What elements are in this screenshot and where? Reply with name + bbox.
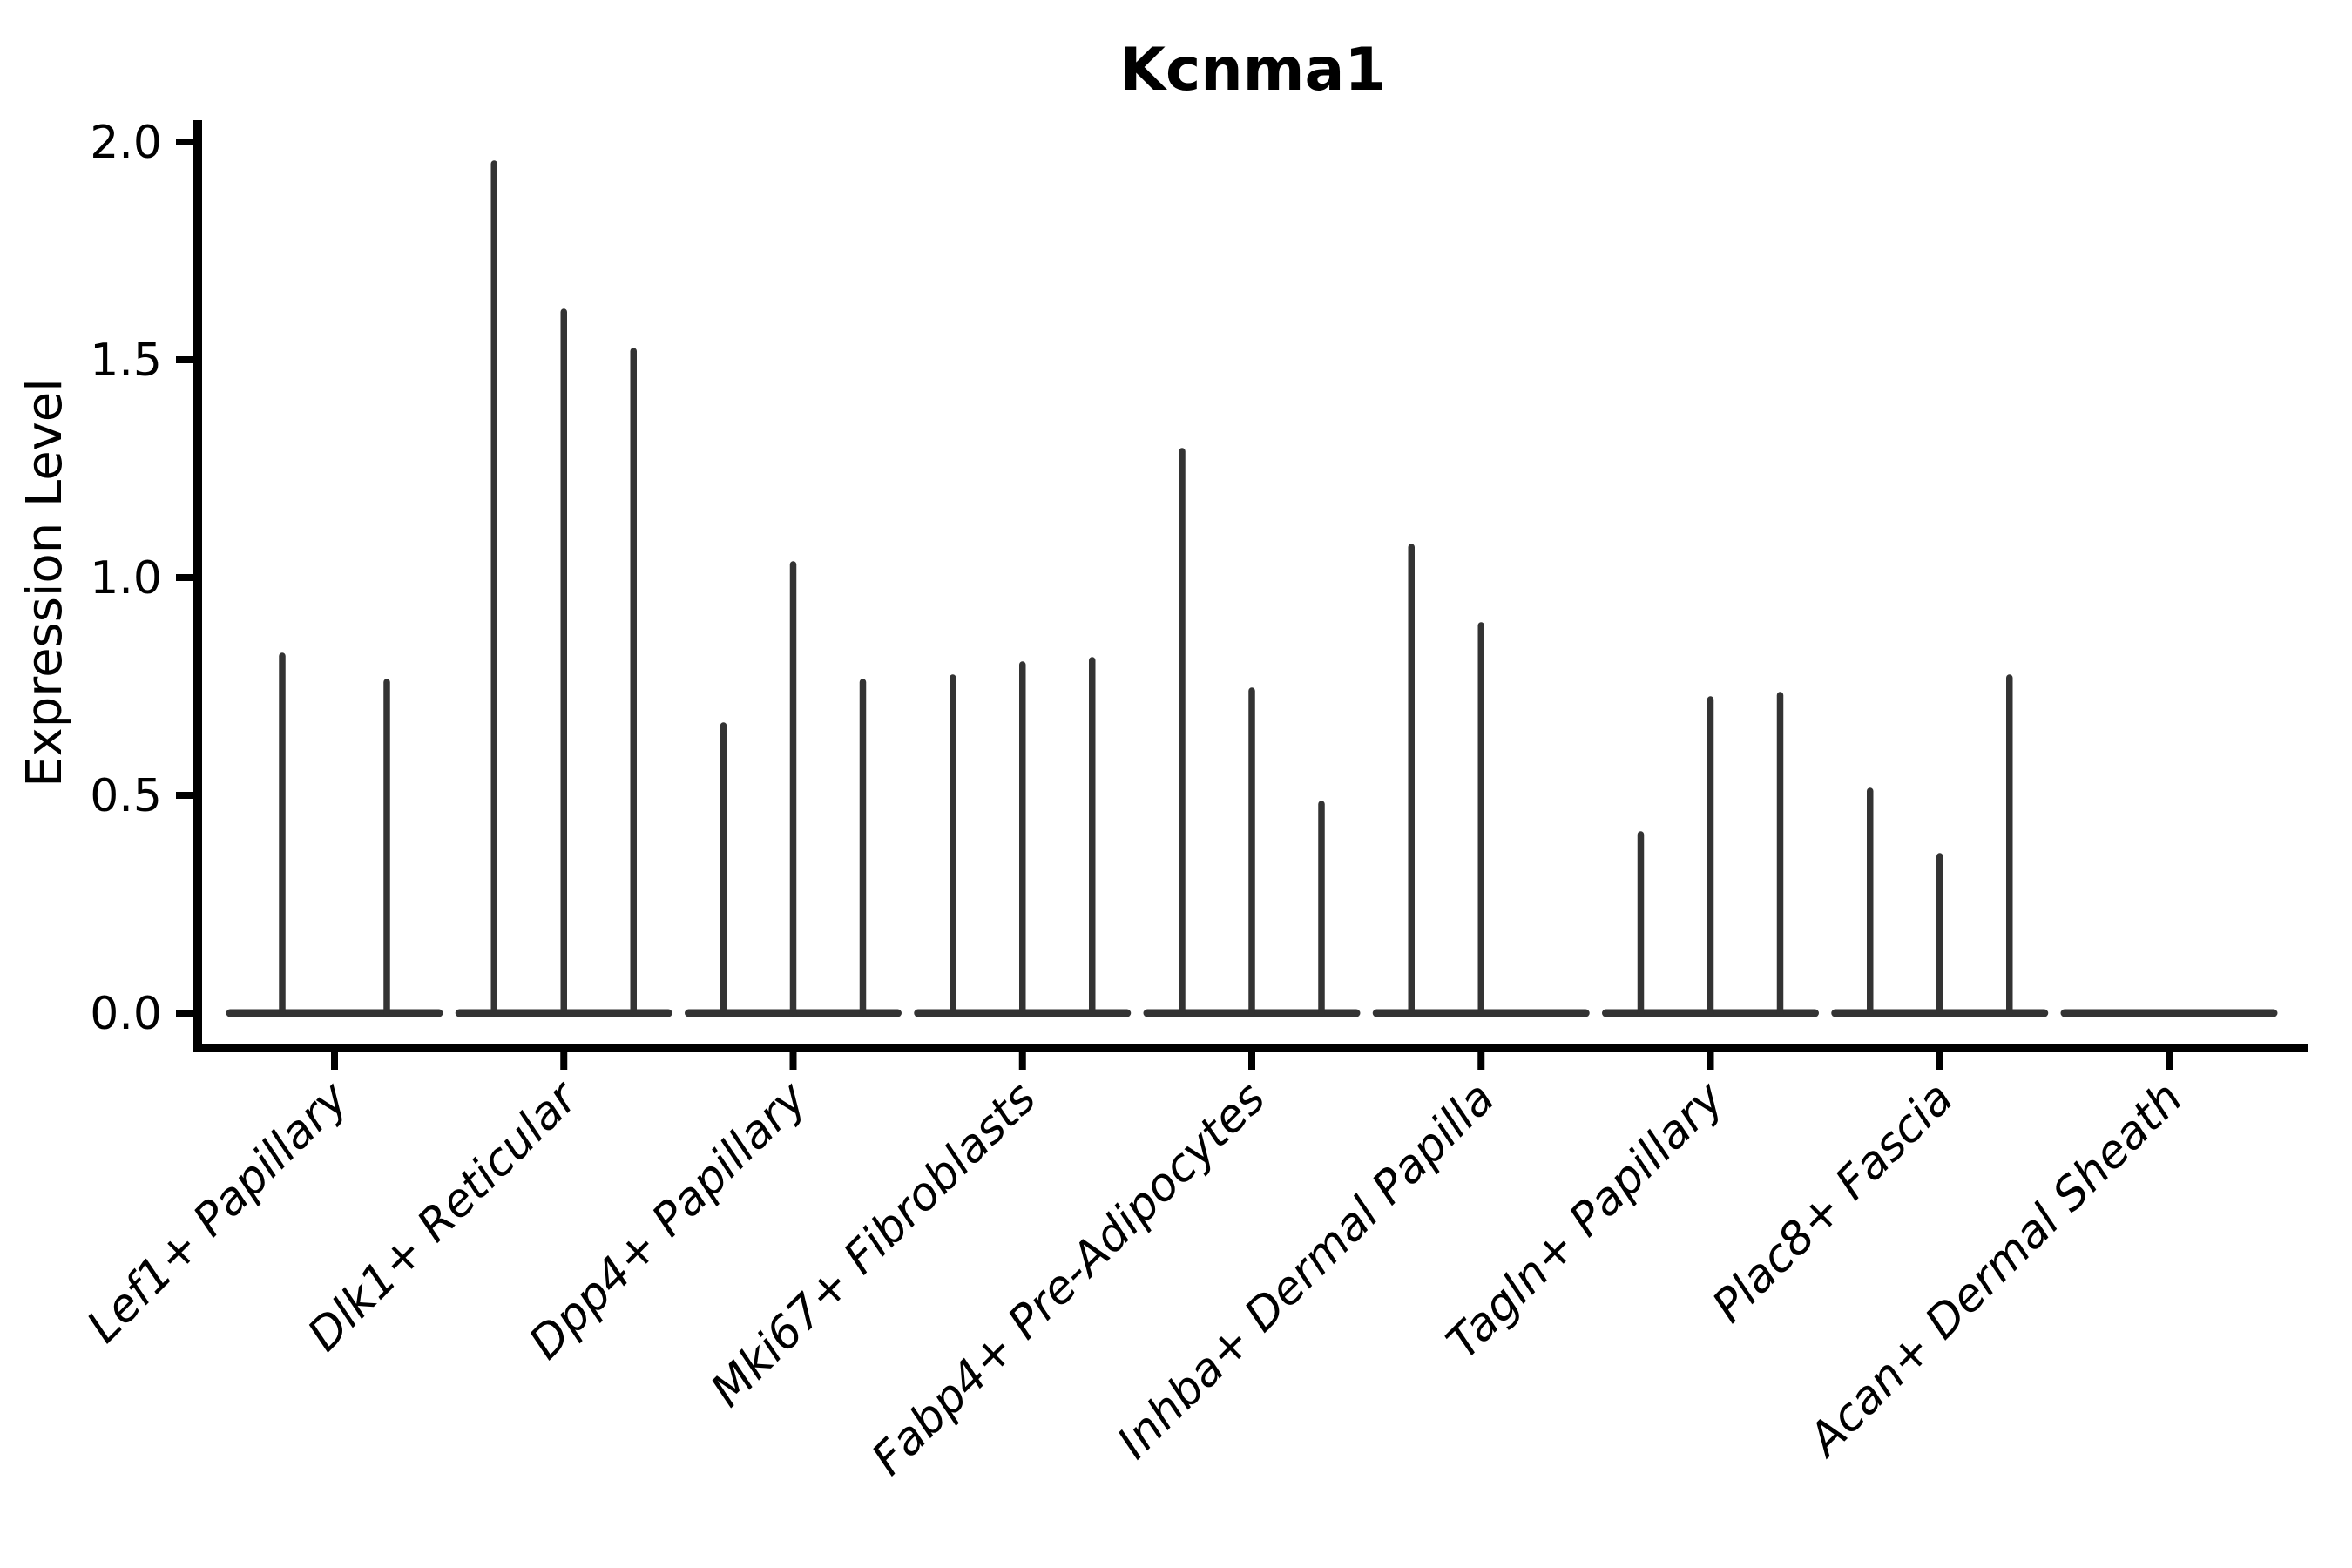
y-tick-label: 1.0: [90, 552, 162, 605]
violin-group: [1602, 692, 1819, 1017]
x-tick-label: Acan+ Dermal Sheath: [1797, 1072, 2193, 1468]
violins: [226, 160, 2278, 1017]
y-tick-label: 1.5: [90, 335, 162, 387]
y-tick-label: 0.5: [90, 770, 162, 822]
y-axis-label: Expression Level: [17, 378, 73, 787]
x-tick-label: Inhba+ Dermal Papilla: [1108, 1072, 1505, 1470]
violin-group: [914, 657, 1132, 1017]
chart-title: Kcnma1: [1119, 36, 1385, 105]
violin-group: [455, 160, 672, 1017]
x-tick-label: Plac8+ Fascia: [1703, 1072, 1963, 1333]
violin-group: [1831, 674, 2049, 1017]
violin-group: [1143, 448, 1361, 1017]
violin-group: [1372, 544, 1590, 1017]
axis-spines: [193, 120, 2308, 1052]
y-tick-label: 0.0: [90, 988, 162, 1040]
violin-group: [685, 561, 902, 1017]
y-tick-label: 2.0: [90, 117, 162, 169]
violin-group: [226, 652, 443, 1017]
x-tick-label: Fabp4+ Pre-Adipocytes: [862, 1072, 1276, 1486]
